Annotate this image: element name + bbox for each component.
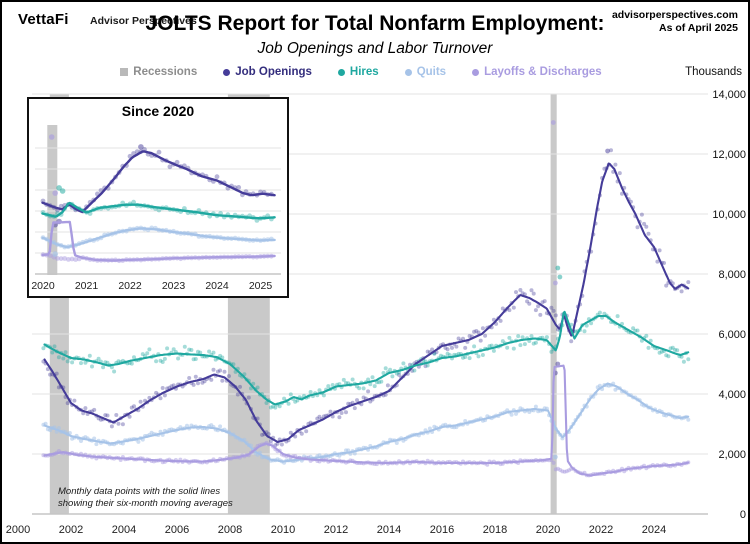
- page-title: JOLTS Report for Total Nonfarm Employmen…: [145, 12, 605, 35]
- legend-label: Job Openings: [235, 66, 312, 78]
- series-line-quits: [41, 227, 276, 249]
- legend-dot-marker: [337, 68, 345, 76]
- x-tick-label: 2025: [249, 280, 273, 292]
- footnote-line-2: showing their six-month moving averages: [58, 498, 233, 509]
- x-tick-label: 2022: [589, 524, 613, 536]
- legend-item-layoffs-discharges: Layoffs & Discharges: [472, 66, 602, 78]
- inset-title: Since 2020: [121, 103, 195, 119]
- main-plot-area: [41, 120, 691, 478]
- legend-label: Quits: [416, 66, 447, 78]
- x-tick-label: 2000: [6, 524, 30, 536]
- legend-dot-marker: [472, 68, 480, 76]
- x-tick-label: 2010: [271, 524, 295, 536]
- x-tick-label: 2014: [377, 524, 401, 536]
- series-line-layoffs-discharges: [41, 220, 276, 262]
- as-of-date: As of April 2025: [659, 22, 738, 34]
- x-tick-label: 2016: [430, 524, 454, 536]
- x-tick-label: 2002: [59, 524, 83, 536]
- x-tick-label: 2023: [162, 280, 186, 292]
- x-tick-label: 2012: [324, 524, 348, 536]
- legend-label: Hires: [349, 66, 379, 78]
- x-tick-label: 2024: [642, 524, 666, 536]
- legend-square-marker: [120, 68, 129, 76]
- y-tick-label: 12,000: [712, 149, 746, 161]
- logo-subtext: Advisor Perspectives: [90, 15, 197, 27]
- y-tick-label: 6,000: [718, 329, 746, 341]
- series-line-job-openings: [41, 150, 276, 213]
- x-tick-label: 2006: [165, 524, 189, 536]
- footnote-line-1: Monthly data points with the solid lines: [58, 486, 221, 497]
- x-tick-label: 2008: [218, 524, 242, 536]
- y-tick-label: 2,000: [718, 449, 746, 461]
- vettafi-logo: VettaFi: [18, 11, 69, 28]
- series-line-hires: [41, 201, 276, 220]
- x-tick-label: 2020: [31, 280, 55, 292]
- x-tick-label: 2021: [75, 280, 99, 292]
- source-url: advisorperspectives.com: [611, 9, 738, 21]
- y-tick-label: 10,000: [712, 209, 746, 221]
- x-tick-label: 2020: [536, 524, 560, 536]
- inset-plot-area: [40, 134, 276, 264]
- legend-dot-marker: [404, 68, 412, 76]
- series-line-layoffs-discharges: [43, 364, 690, 477]
- y-axis-unit-label: Thousands: [685, 66, 742, 78]
- recession-band: [550, 94, 557, 514]
- y-tick-label: 14,000: [712, 89, 746, 101]
- series-line-job-openings: [43, 162, 690, 443]
- legend-item-quits: Quits: [404, 66, 447, 78]
- x-tick-label: 2024: [205, 280, 229, 292]
- legend-label: Layoffs & Discharges: [484, 66, 602, 78]
- x-tick-label: 2022: [118, 280, 142, 292]
- series-line-hires: [43, 310, 690, 406]
- legend-dot-marker: [223, 68, 231, 76]
- inset-chart: 2020 2021 2022 2023 2024 2025 Since 2020: [27, 97, 289, 298]
- legend: Recessions Job Openings Hires Quits Layoffs …: [2, 66, 720, 78]
- legend-label: Recessions: [133, 66, 198, 78]
- legend-item-recessions: Recessions: [120, 66, 197, 78]
- x-tick-label: 2004: [112, 524, 136, 536]
- y-tick-label: 4,000: [718, 389, 746, 401]
- y-tick-label: 8,000: [718, 269, 746, 281]
- inset-chart-svg: 2020 2021 2022 2023 2024 2025: [31, 125, 281, 292]
- series-line-quits: [43, 382, 690, 463]
- legend-item-job-openings: Job Openings: [223, 66, 312, 78]
- footnote: Monthly data points with the solid lines…: [58, 486, 233, 510]
- page-subtitle: Job Openings and Labor Turnover: [257, 40, 493, 57]
- y-tick-label: 0: [740, 509, 746, 521]
- x-tick-label: 2018: [483, 524, 507, 536]
- recession-band: [47, 125, 58, 275]
- legend-item-hires: Hires: [337, 66, 379, 78]
